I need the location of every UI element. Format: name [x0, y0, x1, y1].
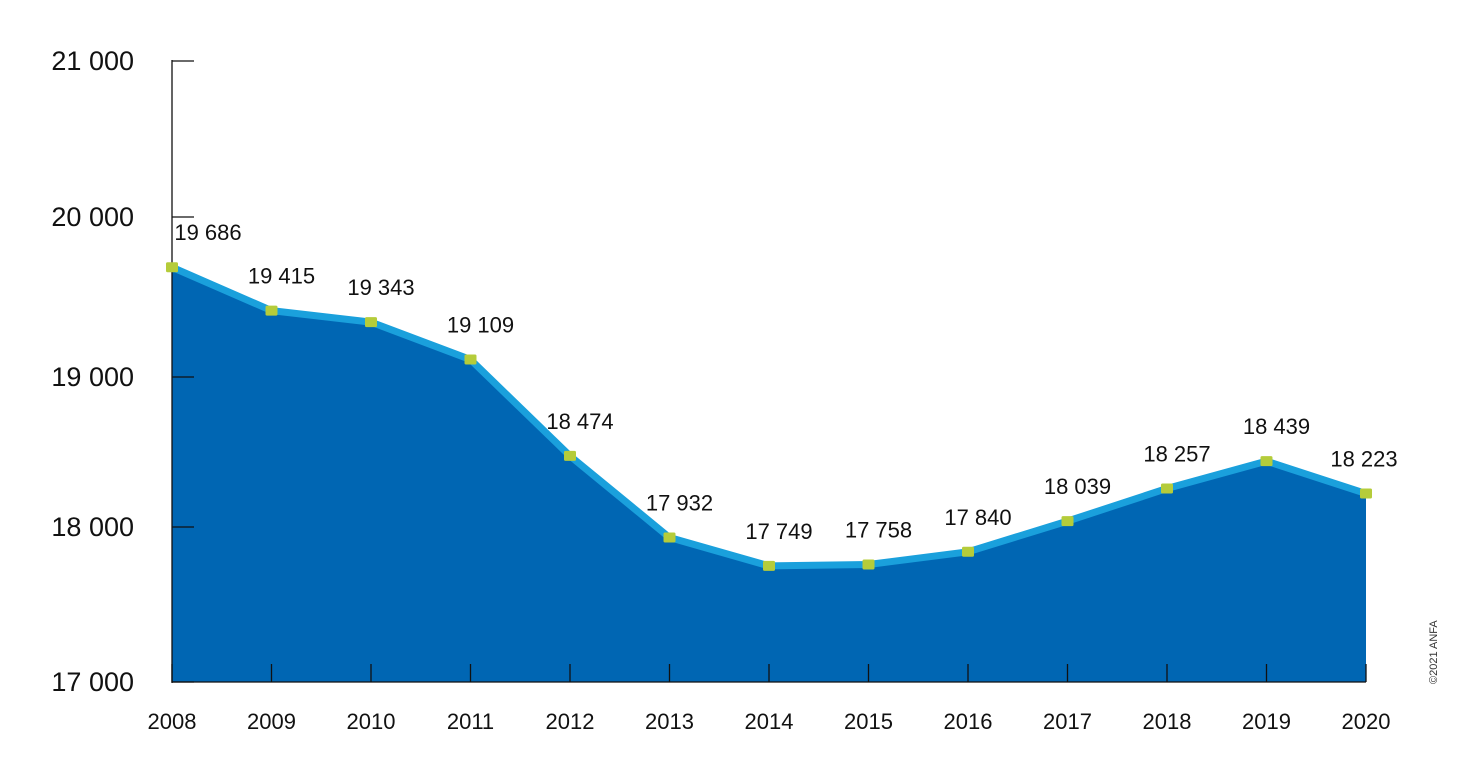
x-tick-label: 2012 — [546, 709, 595, 734]
data-point-marker — [763, 560, 775, 571]
data-label: 17 932 — [646, 491, 713, 516]
data-label: 18 257 — [1143, 441, 1210, 466]
x-tick-label: 2015 — [844, 709, 893, 734]
data-label: 19 109 — [447, 313, 514, 338]
data-point-marker — [564, 450, 576, 461]
y-tick-label: 19 000 — [51, 362, 134, 392]
x-tick-label: 2013 — [645, 709, 694, 734]
area-fill — [172, 267, 1366, 682]
data-point-marker — [1061, 516, 1074, 527]
data-point-marker — [663, 532, 676, 543]
data-point-marker — [862, 559, 875, 570]
y-tick-label: 21 000 — [51, 46, 134, 76]
data-point-marker — [265, 305, 278, 316]
x-tick-label: 2019 — [1242, 709, 1291, 734]
x-tick-label: 2020 — [1342, 709, 1391, 734]
data-label: 19 343 — [347, 275, 414, 300]
data-point-marker — [1260, 456, 1273, 467]
data-label: 18 223 — [1330, 447, 1397, 472]
x-tick-label: 2018 — [1143, 709, 1192, 734]
data-label: 18 474 — [546, 409, 613, 434]
data-point-marker — [1360, 488, 1372, 499]
x-tick-label: 2011 — [447, 709, 494, 734]
x-tick-label: 2010 — [347, 709, 396, 734]
data-point-marker — [962, 546, 974, 557]
y-tick-label: 18 000 — [51, 512, 134, 542]
data-label: 17 840 — [944, 505, 1011, 530]
x-tick-label: 2016 — [944, 709, 993, 734]
copyright-notice: ©2021 ANFA — [1424, 560, 1444, 690]
data-point-marker — [166, 262, 178, 273]
x-tick-label: 2009 — [247, 709, 296, 734]
data-label: 19 415 — [248, 264, 315, 289]
x-tick-label: 2014 — [745, 709, 794, 734]
data-point-marker — [1161, 483, 1173, 494]
y-tick-label: 17 000 — [51, 667, 134, 697]
copyright-text: ©2021 ANFA — [1428, 620, 1440, 684]
data-point-marker — [464, 354, 477, 365]
x-tick-label: 2017 — [1043, 709, 1092, 734]
x-tick-label: 2008 — [148, 709, 197, 734]
data-label: 17 758 — [845, 518, 912, 543]
data-label: 17 749 — [745, 519, 812, 544]
data-label: 18 039 — [1044, 474, 1111, 499]
y-tick-label: 20 000 — [51, 202, 134, 232]
data-point-marker — [365, 317, 377, 328]
data-label: 19 686 — [174, 220, 241, 245]
data-label: 18 439 — [1243, 414, 1310, 439]
